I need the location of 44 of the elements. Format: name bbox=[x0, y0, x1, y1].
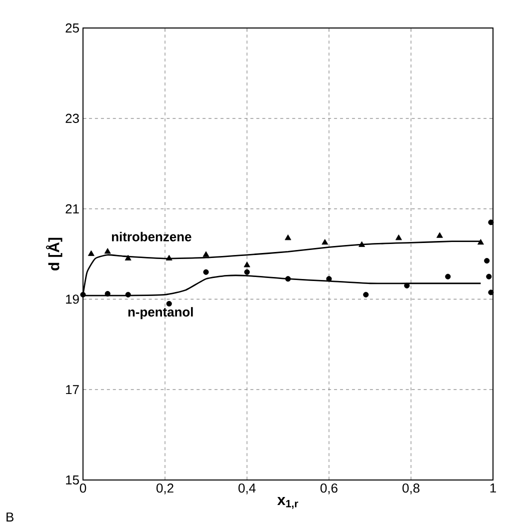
point bbox=[404, 282, 410, 288]
y-tick-label: 17 bbox=[66, 385, 79, 394]
point bbox=[125, 292, 131, 298]
point bbox=[477, 239, 484, 245]
point bbox=[284, 234, 292, 240]
y-tick-label: 21 bbox=[66, 204, 79, 214]
text: B bbox=[6, 512, 14, 522]
x-tick-label: 1 bbox=[490, 484, 496, 492]
y-tick-label: 25 bbox=[66, 23, 79, 33]
y-tick-label: 19 bbox=[66, 294, 79, 304]
x-tick-label: 0 bbox=[80, 484, 86, 493]
series-label: nitrobenzene bbox=[112, 232, 192, 242]
point bbox=[202, 251, 210, 257]
point bbox=[484, 258, 490, 264]
point bbox=[104, 248, 111, 254]
x-tick-label: 0,6 bbox=[320, 484, 338, 494]
point bbox=[395, 234, 402, 240]
y-axis-title: d [Å] bbox=[46, 238, 62, 270]
point bbox=[488, 220, 494, 226]
point bbox=[322, 239, 328, 245]
point bbox=[488, 290, 494, 296]
point bbox=[203, 269, 209, 275]
point bbox=[436, 232, 443, 238]
point bbox=[80, 292, 86, 298]
x-tick-label: 0,4 bbox=[238, 484, 256, 494]
point bbox=[166, 254, 172, 260]
point bbox=[166, 300, 172, 306]
point bbox=[326, 276, 332, 282]
series-label: n-pentanol bbox=[128, 307, 193, 320]
x-axis-title: x$_{1,r}$ bbox=[277, 497, 298, 509]
y-tick-label: 15 bbox=[66, 475, 79, 485]
point bbox=[244, 269, 250, 275]
point bbox=[104, 290, 110, 297]
point bbox=[445, 274, 451, 280]
x-tick-label: 0,2 bbox=[156, 484, 174, 494]
x-tick-label: 0,8 bbox=[402, 484, 420, 494]
point bbox=[486, 274, 492, 280]
point bbox=[285, 276, 291, 282]
point bbox=[244, 262, 250, 268]
point bbox=[88, 250, 94, 256]
y-tick-label: 23 bbox=[66, 114, 79, 123]
point bbox=[124, 254, 132, 260]
point bbox=[358, 241, 366, 247]
point bbox=[363, 292, 369, 298]
